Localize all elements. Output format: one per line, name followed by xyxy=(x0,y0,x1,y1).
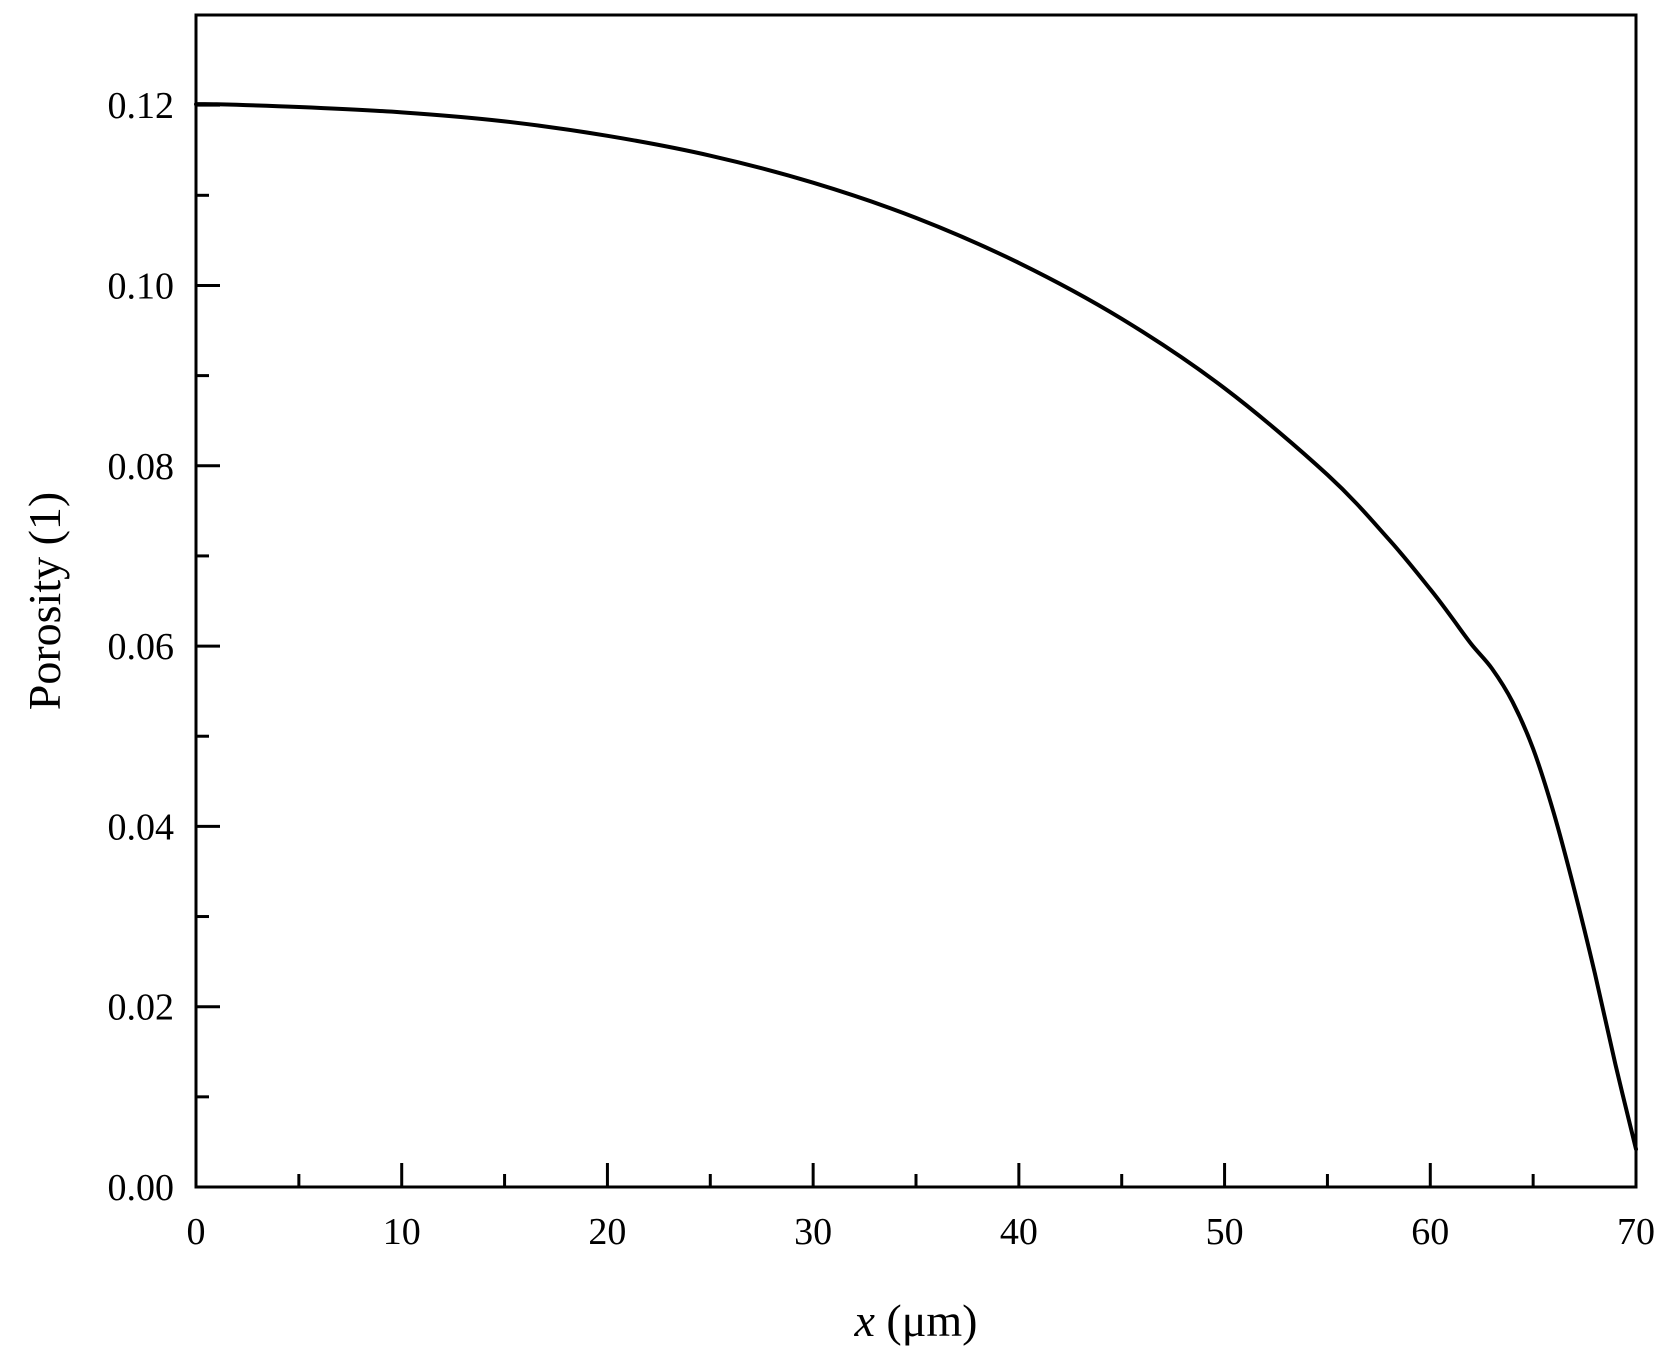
y-axis-title: Porosity (1) xyxy=(19,492,70,711)
porosity-curve xyxy=(194,102,1638,1152)
x-tick-label: 30 xyxy=(794,1211,832,1253)
x-axis-title: x (μm) xyxy=(853,1295,977,1346)
x-tick-label: 10 xyxy=(383,1211,421,1253)
y-tick-label: 0.10 xyxy=(108,265,175,307)
x-tick-label: 20 xyxy=(588,1211,626,1253)
y-tick-label: 0.00 xyxy=(108,1167,175,1209)
axis-tick-labels: 0 10 20 30 40 50 60 70 0.00 0.02 0.04 0.06 0.08 0.10 0… xyxy=(108,85,1656,1253)
x-tick-label: 50 xyxy=(1206,1211,1244,1253)
x-tick-label: 40 xyxy=(1000,1211,1038,1253)
plot-frame xyxy=(194,13,1638,1189)
y-tick-label: 0.08 xyxy=(108,446,175,488)
axis-ticks xyxy=(194,103,1638,1189)
y-tick-label: 0.02 xyxy=(108,987,175,1029)
x-axis-unit: (μm) xyxy=(875,1295,978,1346)
x-axis-variable: x xyxy=(853,1295,875,1346)
y-tick-label: 0.06 xyxy=(108,626,175,668)
x-tick-label: 70 xyxy=(1617,1211,1655,1253)
y-tick-label: 0.04 xyxy=(108,806,175,848)
x-tick-label: 60 xyxy=(1411,1211,1449,1253)
y-tick-label: 0.12 xyxy=(108,85,175,127)
x-tick-label: 0 xyxy=(187,1211,206,1253)
